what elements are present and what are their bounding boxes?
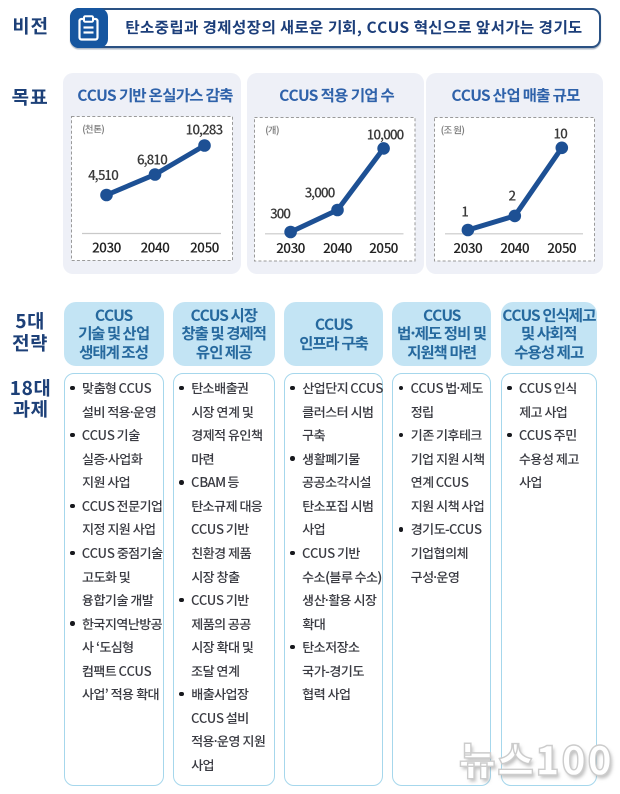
svg-text:2050: 2050	[369, 237, 399, 257]
svg-text:3,000: 3,000	[305, 182, 336, 202]
svg-text:10,000: 10,000	[367, 123, 405, 143]
svg-text:300: 300	[270, 203, 291, 223]
svg-text:(천톤): (천톤)	[82, 122, 104, 136]
svg-text:(개): (개)	[265, 123, 279, 137]
svg-text:2050: 2050	[190, 237, 220, 257]
svg-text:2030: 2030	[276, 237, 306, 257]
svg-text:6,810: 6,810	[137, 149, 168, 169]
svg-text:2050: 2050	[547, 237, 577, 257]
svg-text:1: 1	[461, 201, 468, 221]
svg-text:4,510: 4,510	[88, 164, 119, 184]
svg-text:10,283: 10,283	[186, 119, 223, 139]
svg-text:2030: 2030	[453, 237, 483, 257]
svg-text:2030: 2030	[92, 237, 122, 257]
svg-text:2040: 2040	[141, 237, 171, 257]
svg-text:2040: 2040	[500, 237, 530, 257]
svg-text:(조 원): (조 원)	[440, 123, 464, 137]
svg-text:10: 10	[553, 122, 568, 142]
svg-text:2040: 2040	[323, 237, 353, 257]
svg-text:2: 2	[508, 184, 515, 204]
